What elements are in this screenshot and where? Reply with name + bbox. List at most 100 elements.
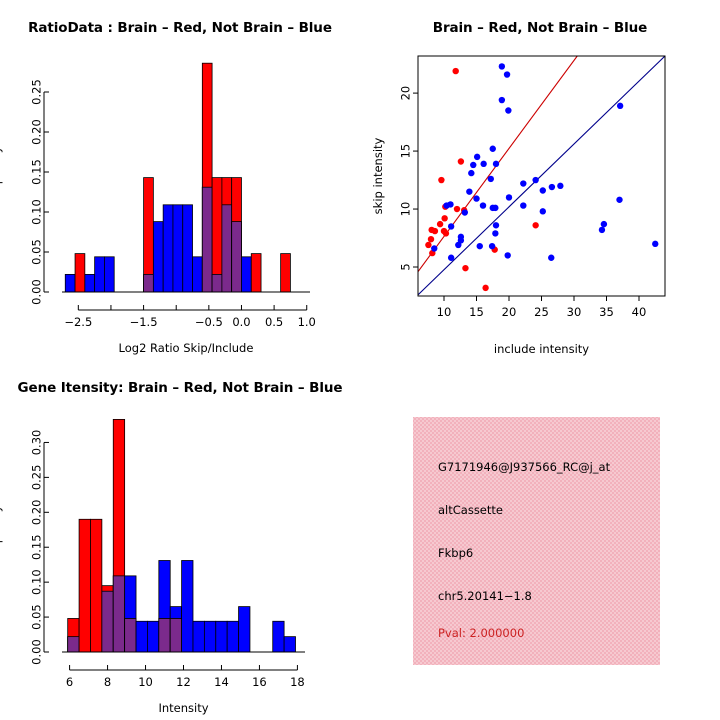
x-axis-tick-label: 18 xyxy=(290,675,305,689)
y-axis-tick-label: 0.30 xyxy=(30,430,44,456)
scatter-point xyxy=(466,188,473,195)
histogram-bar-blue xyxy=(203,620,217,653)
y-axis-tick-label: 0.10 xyxy=(30,569,44,595)
x-axis-tick-label: −1.5 xyxy=(130,315,158,329)
scatter-point xyxy=(520,202,527,209)
histogram-bar-blue xyxy=(172,204,184,293)
scatter-title: Brain – Red, Not Brain – Blue xyxy=(432,20,648,36)
histogram-bar-blue xyxy=(272,620,285,653)
panel-scatter: Brain – Red, Not Brain – Blue 10 15 20 25 30… xyxy=(360,0,720,360)
y-axis-tick-label: 20 xyxy=(399,86,413,101)
scatter-point xyxy=(503,71,511,78)
scatter-point xyxy=(453,205,461,213)
scatter-point xyxy=(470,161,477,169)
histogram-bar-blue xyxy=(104,256,115,293)
y-axis-tick-label: 10 xyxy=(399,202,413,217)
histogram-bar-overlap xyxy=(158,618,171,653)
scatter-point xyxy=(427,235,435,243)
y-axis-tick-label: 0.05 xyxy=(30,239,44,265)
scatter-point xyxy=(457,158,465,165)
ratio-histogram-plot: −2.5 −1.5 −0.5 0.0 0.5 1.0 0.00 0.05 0.10 0.15 0.2… xyxy=(0,62,316,355)
y-axis-tick-label: 0.20 xyxy=(30,499,44,525)
scatter-point xyxy=(616,102,624,110)
histogram-bar-overlap xyxy=(112,575,126,653)
x-axis-tick-label: 15 xyxy=(469,305,484,319)
scatter-point xyxy=(452,67,459,75)
scatter-point xyxy=(492,160,500,168)
scatter-point xyxy=(557,182,564,190)
scatter-point xyxy=(476,242,483,250)
scatter-point xyxy=(425,241,432,249)
gene-histogram-title: Gene Itensity: Brain – Red, Not Brain – … xyxy=(17,380,343,396)
histogram-bar-overlap xyxy=(143,273,154,293)
gene-name-text: Fkbp6 xyxy=(438,546,474,560)
y-axis-tick-label: 0.05 xyxy=(30,604,44,630)
histogram-bar-blue xyxy=(84,273,96,293)
histogram-bar-red xyxy=(280,253,291,293)
y-axis-title: skip intensity xyxy=(371,137,385,214)
histogram-bar-blue xyxy=(238,606,251,653)
x-axis-tick-label: 40 xyxy=(632,305,647,319)
scatter-point xyxy=(520,180,527,187)
y-axis-tick-label: 0.25 xyxy=(30,465,44,491)
locus-text: chr5.20141−1.8 xyxy=(438,589,532,603)
y-axis-tick-label: 0.10 xyxy=(30,199,44,225)
histogram-bar-blue xyxy=(241,256,252,293)
scatter-point xyxy=(462,264,469,272)
histogram-bar-blue xyxy=(215,620,228,653)
x-axis-tick-label: 0.5 xyxy=(265,315,283,329)
panel-gene-histogram: 6 8 10 12 14 16 18 0.00 0.05 0.10 0.15 0.20 0.25 0.30… xyxy=(0,360,360,720)
scatter-plot: 10 15 20 25 30 35 40 5 10 15 20 include intensity sk… xyxy=(371,55,666,356)
scatter-point xyxy=(468,169,475,177)
scatter-point xyxy=(447,223,455,230)
x-axis-title: Log2 Ratio Skip/Include xyxy=(119,341,254,355)
scatter-point xyxy=(461,209,468,216)
scatter-point xyxy=(473,153,481,161)
scatter-point xyxy=(498,96,506,104)
histogram-bar-red xyxy=(90,518,103,653)
y-axis-title: Frequency xyxy=(0,146,3,206)
x-axis-tick-label: 25 xyxy=(534,305,549,319)
x-axis-tick-label: 1.0 xyxy=(298,315,316,329)
scatter-point xyxy=(441,215,448,222)
histogram-bar-overlap xyxy=(211,273,223,293)
scatter-point xyxy=(532,176,539,184)
histogram-bar-blue xyxy=(226,620,239,653)
scatter-point xyxy=(498,63,506,70)
y-axis-tick-label: 0.00 xyxy=(30,639,44,665)
x-axis-tick-label: 30 xyxy=(567,305,582,319)
scatter-point xyxy=(480,160,487,168)
scatter-point xyxy=(532,222,539,229)
scatter-point xyxy=(505,107,512,114)
histogram-bar-overlap xyxy=(169,618,183,653)
scatter-point xyxy=(600,220,608,228)
y-axis-tick-label: 0.15 xyxy=(30,159,44,185)
scatter-point xyxy=(455,241,462,249)
histogram-bar-blue xyxy=(135,620,148,653)
histogram-bar-blue xyxy=(147,620,160,653)
scatter-point xyxy=(492,204,499,212)
histogram-bar-blue xyxy=(283,636,296,653)
x-axis-tick-label: −0.5 xyxy=(195,315,223,329)
scatter-point xyxy=(504,252,511,259)
histogram-bar-blue xyxy=(181,560,194,653)
event-type-text: altCassette xyxy=(438,503,503,517)
x-axis-title: Intensity xyxy=(158,701,208,715)
scatter-point xyxy=(482,284,489,292)
scatter-point xyxy=(431,227,439,235)
x-axis-tick-label: −2.5 xyxy=(64,315,92,329)
histogram-bar-blue xyxy=(192,620,205,653)
y-axis-title: Frequency xyxy=(0,505,3,565)
x-axis-title: include intensity xyxy=(494,342,589,356)
x-axis-tick-label: 10 xyxy=(138,675,153,689)
gene-histogram-plot: 6 8 10 12 14 16 18 0.00 0.05 0.10 0.15 0.20 0.25 0.30… xyxy=(0,418,305,715)
x-axis-tick-label: 6 xyxy=(66,675,73,689)
x-axis-tick-label: 12 xyxy=(176,675,191,689)
scatter-point xyxy=(447,201,454,208)
ratio-histogram-title: RatioData : Brain – Red, Not Brain – Blu… xyxy=(28,20,332,36)
x-axis-tick-label: 35 xyxy=(599,305,614,319)
x-axis-tick-label: 14 xyxy=(214,675,229,689)
scatter-point xyxy=(487,175,494,183)
histogram-bar-overlap xyxy=(124,618,137,653)
